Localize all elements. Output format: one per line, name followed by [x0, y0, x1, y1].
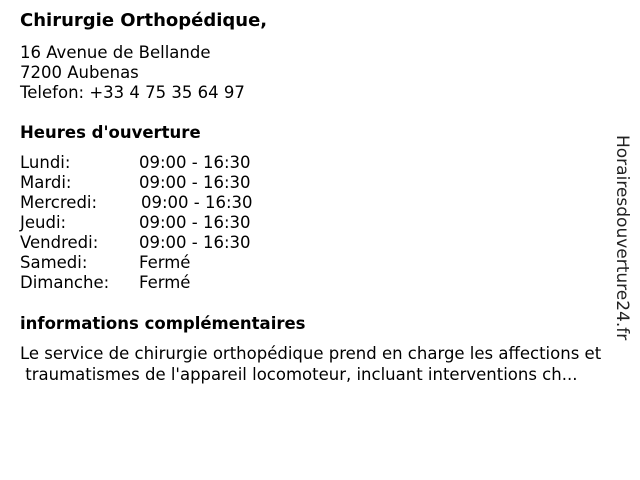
day-label: Samedi: — [20, 253, 88, 272]
day-hours: 09:00 - 16:30 — [139, 233, 251, 252]
day-label: Mardi: — [20, 173, 72, 192]
day-label: Mercredi: — [20, 193, 98, 212]
day-hours: 09:00 - 16:30 — [141, 193, 253, 212]
day-hours: Fermé — [139, 253, 191, 272]
day-label: Jeudi: — [20, 213, 67, 232]
day-hours: 09:00 - 16:30 — [139, 173, 251, 192]
day-hours: 09:00 - 16:30 — [139, 213, 251, 232]
day-label: Dimanche: — [20, 273, 110, 292]
info-text-line-2: traumatismes de l'appareil locomoteur, i… — [20, 365, 578, 384]
day-label: Lundi: — [20, 153, 71, 172]
hours-heading: Heures d'ouverture — [20, 123, 201, 142]
business-name: Chirurgie Orthopédique, — [20, 10, 268, 31]
day-hours: Fermé — [139, 273, 191, 292]
watermark: Horairesdouverture24.fr — [612, 135, 632, 341]
info-heading: informations complémentaires — [20, 314, 306, 333]
info-text-line-1: Le service de chirurgie orthopédique pre… — [20, 344, 602, 363]
day-label: Vendredi: — [20, 233, 99, 252]
day-hours: 09:00 - 16:30 — [139, 153, 251, 172]
phone: Telefon: +33 4 75 35 64 97 — [20, 83, 245, 102]
address-line-1: 16 Avenue de Bellande — [20, 43, 211, 62]
address-line-2: 7200 Aubenas — [20, 63, 139, 82]
